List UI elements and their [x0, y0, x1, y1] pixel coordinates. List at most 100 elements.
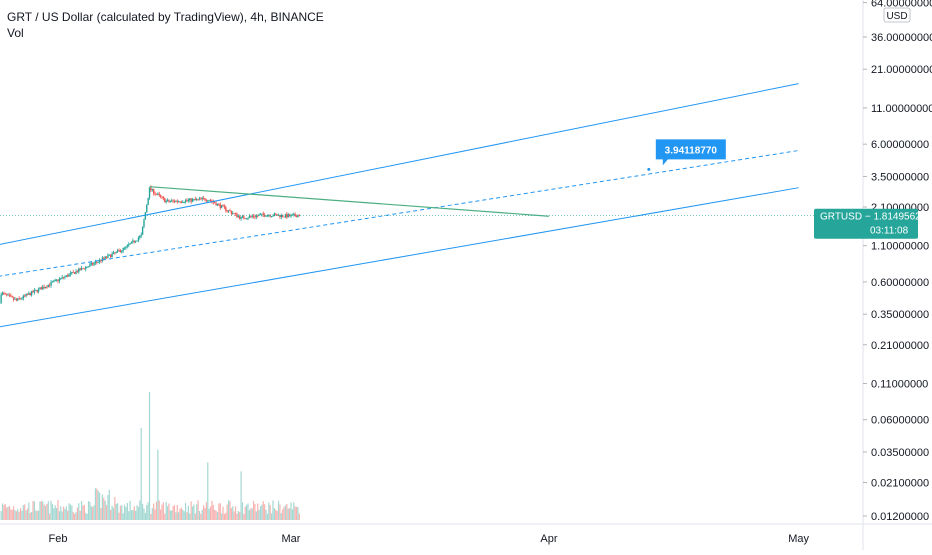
volume-bar — [234, 506, 237, 520]
volume-bar — [279, 504, 281, 520]
volume-bar — [60, 506, 62, 520]
volume-bar — [69, 504, 72, 520]
candle-body — [134, 241, 137, 243]
candle-body — [5, 293, 8, 295]
volume-bar — [10, 509, 12, 520]
candle-body — [234, 213, 237, 215]
candle-body — [280, 214, 282, 217]
candle-body — [237, 216, 239, 217]
volume-bar — [111, 505, 113, 520]
volume-bar — [64, 508, 66, 520]
candle-body — [205, 200, 208, 202]
y-tick-label: 21.00000000 — [871, 64, 932, 76]
candle-body — [195, 199, 198, 200]
volume-bar — [119, 505, 122, 520]
volume-bar — [182, 509, 184, 520]
candle-body — [53, 280, 55, 282]
volume-bar — [108, 489, 110, 520]
candle-body — [108, 254, 111, 256]
volume-bar — [154, 509, 156, 520]
volume-bar — [28, 502, 30, 520]
volume-bar — [67, 510, 69, 520]
candle-body — [118, 250, 120, 252]
candle-body — [122, 248, 124, 251]
candle-body — [68, 274, 70, 277]
volume-bar — [112, 507, 115, 520]
volume-bar — [129, 500, 131, 520]
candle-body — [248, 216, 251, 218]
volume-bar — [43, 504, 45, 520]
candle-body — [12, 297, 15, 300]
volume-bar — [223, 513, 226, 520]
volume-bar — [122, 513, 124, 520]
volume-bar — [144, 512, 146, 520]
candle-body — [218, 203, 220, 205]
candle-body — [133, 240, 135, 243]
volume-bar — [128, 511, 130, 520]
volume-bar — [254, 504, 256, 520]
volume-bar — [157, 449, 159, 520]
volume-bar — [11, 509, 13, 520]
candle-body — [214, 202, 216, 204]
candle-body — [273, 213, 276, 216]
candle-body — [270, 216, 273, 218]
candle-body — [291, 214, 294, 216]
candle-body — [39, 287, 41, 289]
candle-body — [216, 203, 219, 206]
volume-bar — [137, 506, 140, 520]
volume-bar — [277, 500, 280, 520]
volume-bar — [291, 509, 293, 520]
volume-bar — [115, 503, 117, 520]
volume-bar — [75, 512, 77, 520]
candle-body — [128, 244, 130, 246]
volume-bar — [298, 513, 300, 520]
volume-bar — [240, 471, 242, 520]
candle-body — [283, 216, 285, 218]
volume-bars — [0, 392, 300, 520]
candle-body — [82, 268, 84, 269]
candle-body — [219, 204, 221, 208]
volume-bar — [133, 506, 135, 520]
candle-body — [236, 213, 238, 217]
candle-body — [154, 193, 156, 195]
volume-bar — [229, 501, 231, 520]
volume-bar — [250, 508, 252, 520]
volume-bar — [165, 502, 167, 520]
candle-body — [97, 261, 99, 263]
candle-body — [87, 266, 90, 268]
y-tick-label: 0.35000000 — [871, 309, 929, 321]
candle-body — [173, 200, 176, 202]
candle-body — [250, 216, 252, 217]
last-price-countdown: 03:11:08 — [870, 226, 909, 237]
volume-bar — [227, 500, 230, 520]
y-tick-label: 0.06000000 — [871, 415, 929, 427]
candle-body — [96, 261, 98, 263]
volume-bar — [118, 512, 120, 520]
last-price-label: GRTUSD − 1.81495621 — [820, 212, 927, 223]
volume-bar — [92, 507, 94, 520]
candle-body — [143, 219, 145, 227]
candle-body — [232, 213, 234, 215]
candle-body — [46, 286, 48, 288]
candle-body — [164, 198, 166, 203]
candle-body — [191, 199, 194, 202]
y-tick-label: 0.02100000 — [871, 478, 929, 490]
volume-bar — [125, 506, 127, 520]
volume-bar — [32, 501, 34, 520]
candle-body — [80, 268, 83, 271]
candle-body — [225, 207, 227, 211]
volume-bar — [198, 510, 201, 520]
candle-body — [121, 250, 123, 253]
volume-bar — [62, 506, 65, 520]
candle-body — [35, 289, 37, 291]
volume-bar — [248, 510, 250, 520]
volume-bar — [232, 506, 234, 520]
candle-body — [116, 250, 119, 252]
candle-body — [243, 216, 245, 219]
volume-bar — [104, 500, 106, 520]
candle-body — [215, 203, 217, 206]
candle-body — [42, 287, 44, 290]
candle-body — [54, 279, 56, 281]
